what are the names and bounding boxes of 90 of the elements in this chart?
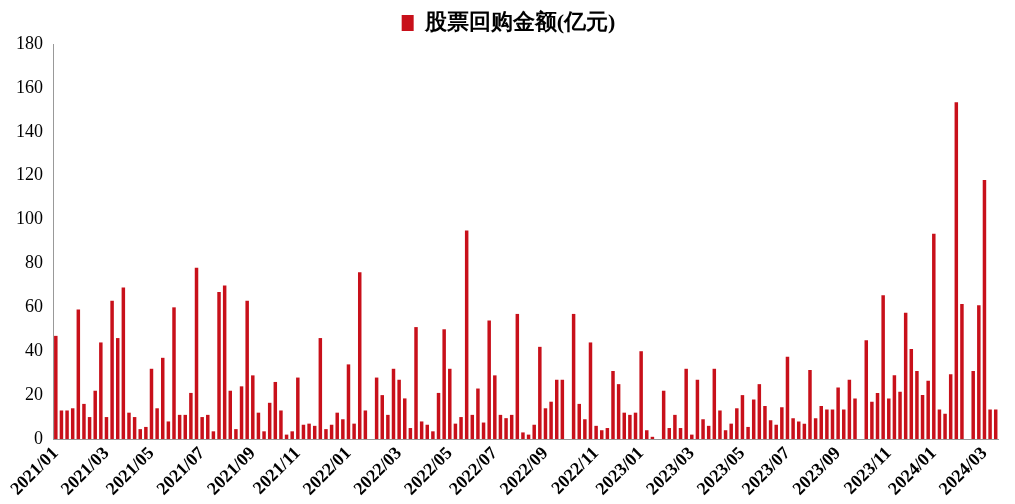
bar <box>504 418 508 440</box>
bar <box>206 414 210 440</box>
bar <box>853 398 857 440</box>
bar <box>189 392 193 440</box>
bar <box>718 410 722 440</box>
bar <box>397 379 401 440</box>
bar <box>532 424 536 440</box>
bar <box>932 233 936 440</box>
bar <box>110 300 114 440</box>
bar <box>414 327 418 440</box>
y-tick-label: 140 <box>16 120 43 141</box>
bar <box>611 370 615 440</box>
bar <box>279 410 283 440</box>
bar <box>690 434 694 440</box>
bar <box>808 369 812 440</box>
y-tick-label: 100 <box>16 208 43 229</box>
bar <box>926 380 930 440</box>
bar <box>65 410 69 440</box>
bar <box>763 406 767 440</box>
bar <box>251 375 255 440</box>
bar <box>262 431 266 440</box>
bar <box>577 403 581 440</box>
y-tick-label: 120 <box>16 164 43 185</box>
bar <box>977 305 981 440</box>
bar <box>127 412 131 440</box>
bar <box>352 423 356 440</box>
y-tick-label: 20 <box>25 383 43 404</box>
bar <box>493 375 497 440</box>
bar <box>887 398 891 440</box>
bar <box>487 320 491 440</box>
bar <box>296 377 300 440</box>
bar <box>403 398 407 440</box>
bar <box>684 368 688 440</box>
bar <box>82 403 86 440</box>
bar <box>93 390 97 440</box>
bar <box>538 346 542 440</box>
bar <box>898 391 902 440</box>
bar <box>200 417 204 440</box>
bar <box>521 432 525 440</box>
bar <box>583 419 587 440</box>
bar <box>324 429 328 440</box>
bar <box>386 414 390 440</box>
bar <box>217 291 221 440</box>
bar <box>628 414 632 440</box>
bar <box>138 429 142 440</box>
bar <box>673 414 677 440</box>
bar <box>341 419 345 440</box>
bar <box>870 401 874 440</box>
bar <box>442 329 446 440</box>
bar <box>54 335 58 440</box>
bar <box>988 409 992 440</box>
bar <box>746 426 750 440</box>
bar <box>881 295 885 440</box>
bar <box>476 388 480 440</box>
bar <box>774 424 778 440</box>
y-tick-label: 180 <box>16 32 43 53</box>
bar <box>144 426 148 440</box>
bar <box>639 351 643 440</box>
bar <box>836 387 840 440</box>
bar <box>819 406 823 440</box>
y-tick-label: 160 <box>16 76 43 97</box>
legend-label: 股票回购金额(亿元) <box>423 8 616 34</box>
bar <box>549 401 553 440</box>
bar <box>172 307 176 440</box>
y-tick-label: 40 <box>25 339 43 360</box>
y-tick-label: 0 <box>34 427 43 448</box>
bar <box>448 368 452 440</box>
y-tick-label: 60 <box>25 296 43 317</box>
bar <box>791 418 795 440</box>
bar <box>155 408 159 440</box>
bar <box>701 419 705 440</box>
bar <box>943 413 947 440</box>
bar <box>735 408 739 440</box>
bar <box>99 342 103 440</box>
bar <box>459 417 463 440</box>
bar <box>915 370 919 440</box>
bar <box>729 423 733 440</box>
bar <box>825 409 829 440</box>
bar <box>960 304 964 440</box>
bar <box>234 429 238 440</box>
bar <box>594 425 598 440</box>
bar <box>971 370 975 440</box>
bar <box>645 430 649 440</box>
bar <box>431 431 435 440</box>
bar <box>780 407 784 440</box>
bar <box>307 423 311 440</box>
bar <box>335 412 339 440</box>
y-tick-label: 80 <box>25 252 43 273</box>
bar <box>245 300 249 440</box>
bar <box>290 431 294 440</box>
